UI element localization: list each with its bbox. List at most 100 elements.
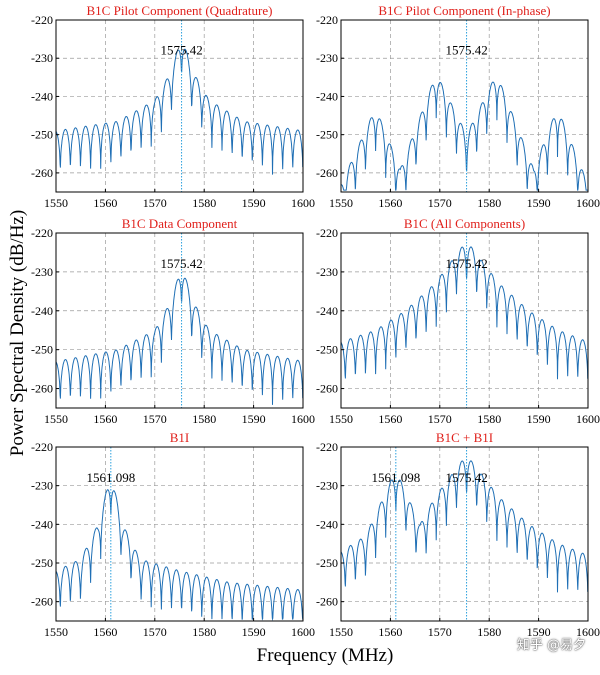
axes-frame [55,19,304,193]
x-tick-label: 1600 [291,412,315,426]
subplot-4: 1575.42 1550 1560 1570 1580 1590 1600 -220 -230 -… [316,216,600,426]
y-tick-label: -220 [31,226,53,240]
x-tick-label: 1570 [428,412,452,426]
y-tick-label: -230 [31,265,53,279]
subplot-2: 1575.42 1550 1560 1570 1580 1590 1600 -220 -230 -… [316,3,600,210]
x-tick-label: 1550 [44,625,68,639]
x-tick-label: 1550 [329,412,353,426]
axes-frame [340,232,589,409]
x-tick-label: 1590 [527,625,551,639]
x-tick-label: 1560 [378,196,402,210]
psd-series-line [55,48,304,175]
x-tick-label: 1580 [477,196,501,210]
x-tick-label: 1560 [93,196,117,210]
x-tick-label: 1550 [329,625,353,639]
x-tick-label: 1570 [143,412,167,426]
center-frequency-label: 1575.42 [160,256,202,271]
axes-frame [340,446,589,622]
y-tick-label: -260 [31,166,53,180]
watermark: 知乎 @易夕 [516,638,586,653]
y-tick-label: -240 [31,89,53,103]
center-frequency-label: 1575.42 [445,256,487,271]
x-tick-label: 1560 [378,625,402,639]
x-tick-label: 1580 [192,196,216,210]
center-frequency-label: 1575.42 [445,42,487,57]
axes-frame [55,232,304,409]
x-tick-label: 1560 [378,412,402,426]
subplot-1: 1575.42 1550 1560 1570 1580 1590 1600 -220 -230 -… [31,3,315,210]
y-tick-label: -220 [31,13,53,27]
subplot-title: B1C Pilot Component (Quadrature) [87,3,273,18]
x-tick-label: 1580 [477,625,501,639]
subplot-title: B1I [170,430,190,445]
center-frequency-label: 1575.42 [160,42,202,57]
y-tick-label: -240 [31,517,53,531]
psd-series-line [340,246,589,380]
y-tick-label: -220 [316,440,338,454]
plot-area [341,233,588,408]
x-axis-label: Frequency (MHz) [256,645,394,666]
y-tick-label: -250 [31,556,53,570]
x-tick-label: 1590 [242,625,266,639]
psd-series-line [340,81,588,191]
y-tick-label: -250 [316,556,338,570]
subplot-6: 1561.098 1575.42 1550 1560 1570 1580 1590 1600 -… [316,430,600,639]
x-tick-label: 1590 [527,196,551,210]
x-tick-label: 1600 [576,196,600,210]
y-tick-label: -260 [316,166,338,180]
x-tick-label: 1580 [192,625,216,639]
axes-frame [340,19,589,193]
y-tick-label: -240 [316,304,338,318]
y-tick-label: -230 [316,479,338,493]
center-frequency-label: 1561.098 [371,470,420,485]
axes-frame [55,446,304,622]
x-tick-label: 1550 [44,196,68,210]
y-tick-label: -220 [31,440,53,454]
x-tick-label: 1590 [242,196,266,210]
y-tick-label: -260 [316,595,338,609]
y-tick-label: -260 [31,382,53,396]
x-tick-label: 1550 [329,196,353,210]
center-frequency-label: 1575.42 [445,470,487,485]
y-tick-label: -260 [31,595,53,609]
subplot-title: B1C + B1I [436,430,493,445]
y-tick-label: -230 [316,51,338,65]
x-tick-label: 1600 [576,412,600,426]
x-tick-label: 1560 [93,412,117,426]
subplot-5: 1561.098 1550 1560 1570 1580 1590 1600 -220 -230… [31,430,315,639]
y-tick-label: -250 [316,343,338,357]
psd-series-line [340,460,589,593]
y-tick-label: -220 [316,226,338,240]
y-tick-label: -220 [316,13,338,27]
y-tick-label: -260 [316,382,338,396]
x-tick-label: 1600 [291,196,315,210]
center-frequency-label: 1561.098 [86,470,135,485]
y-tick-label: -250 [316,128,338,142]
plot-area [56,20,303,192]
y-tick-label: -250 [31,128,53,142]
psd-series-line [55,489,304,621]
psd-series-line [55,277,304,405]
x-tick-label: 1580 [192,412,216,426]
x-tick-label: 1570 [428,196,452,210]
y-tick-label: -240 [316,89,338,103]
x-tick-label: 1590 [242,412,266,426]
subplot-3: 1575.42 1550 1560 1570 1580 1590 1600 -220 -230 -… [31,216,315,426]
x-tick-label: 1590 [527,412,551,426]
x-tick-label: 1600 [291,625,315,639]
y-tick-label: -250 [31,343,53,357]
subplot-title: B1C (All Components) [404,216,525,231]
plot-area [56,447,303,621]
x-tick-label: 1580 [477,412,501,426]
x-tick-label: 1570 [143,625,167,639]
y-tick-label: -240 [316,517,338,531]
y-axis-label: Power Spectral Density (dB/Hz) [7,209,28,457]
y-tick-label: -230 [31,51,53,65]
y-tick-label: -230 [31,479,53,493]
x-tick-label: 1570 [143,196,167,210]
subplot-title: B1C Pilot Component (In-phase) [378,3,550,18]
plot-area [341,447,588,621]
y-tick-label: -240 [31,304,53,318]
